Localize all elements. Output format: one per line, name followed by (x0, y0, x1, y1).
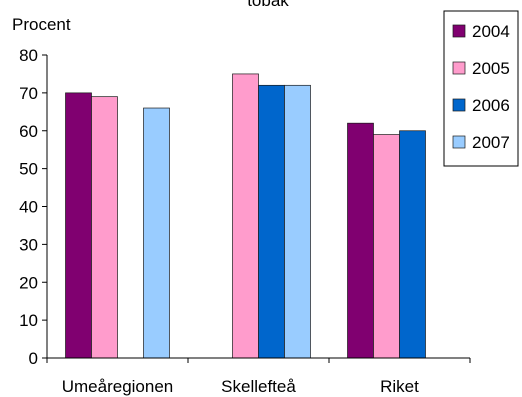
y-axis-label: Procent (12, 15, 71, 34)
y-tick-label: 60 (19, 122, 38, 141)
legend-label: 2006 (472, 96, 510, 115)
legend-label: 2007 (472, 133, 510, 152)
bar-2005-Skellefteå (232, 73, 259, 359)
bar-2006-Riket (399, 130, 426, 359)
bar-2005-Umeåregionen (91, 96, 118, 359)
y-tick-label: 40 (19, 198, 38, 217)
legend-label: 2004 (472, 22, 510, 41)
y-tick-label: 10 (19, 311, 38, 330)
legend-swatch (452, 61, 466, 75)
x-axis-ticks: Umeåregionen Skellefteå Riket (46, 358, 471, 396)
y-tick-label: 20 (19, 273, 38, 292)
legend-label: 2005 (472, 59, 510, 78)
y-tick-label: 50 (19, 160, 38, 179)
bar-2005-Riket (373, 134, 400, 359)
y-axis-ticks: 0 10 20 30 40 50 60 70 80 (19, 46, 47, 368)
x-tick-label: Umeåregionen (62, 377, 174, 396)
legend: 2004 2005 2006 2007 (443, 10, 519, 167)
bar-series (65, 73, 426, 359)
y-tick-label: 80 (19, 46, 38, 65)
y-tick-label: 70 (19, 84, 38, 103)
y-tick-label: 30 (19, 235, 38, 254)
legend-swatch (452, 24, 466, 38)
bar-2004-Umeåregionen (65, 92, 92, 359)
bar-2007-Umeåregionen (143, 107, 170, 359)
bar-2004-Riket (347, 122, 374, 359)
bar-2006-Skellefteå (258, 84, 285, 359)
y-tick-label: 0 (29, 349, 38, 368)
chart-title: tobak (247, 0, 289, 10)
legend-swatch (452, 135, 466, 149)
bar-2007-Skellefteå (284, 84, 311, 359)
x-tick-label: Riket (380, 377, 419, 396)
x-tick-label: Skellefteå (221, 377, 296, 396)
legend-swatch (452, 98, 466, 112)
